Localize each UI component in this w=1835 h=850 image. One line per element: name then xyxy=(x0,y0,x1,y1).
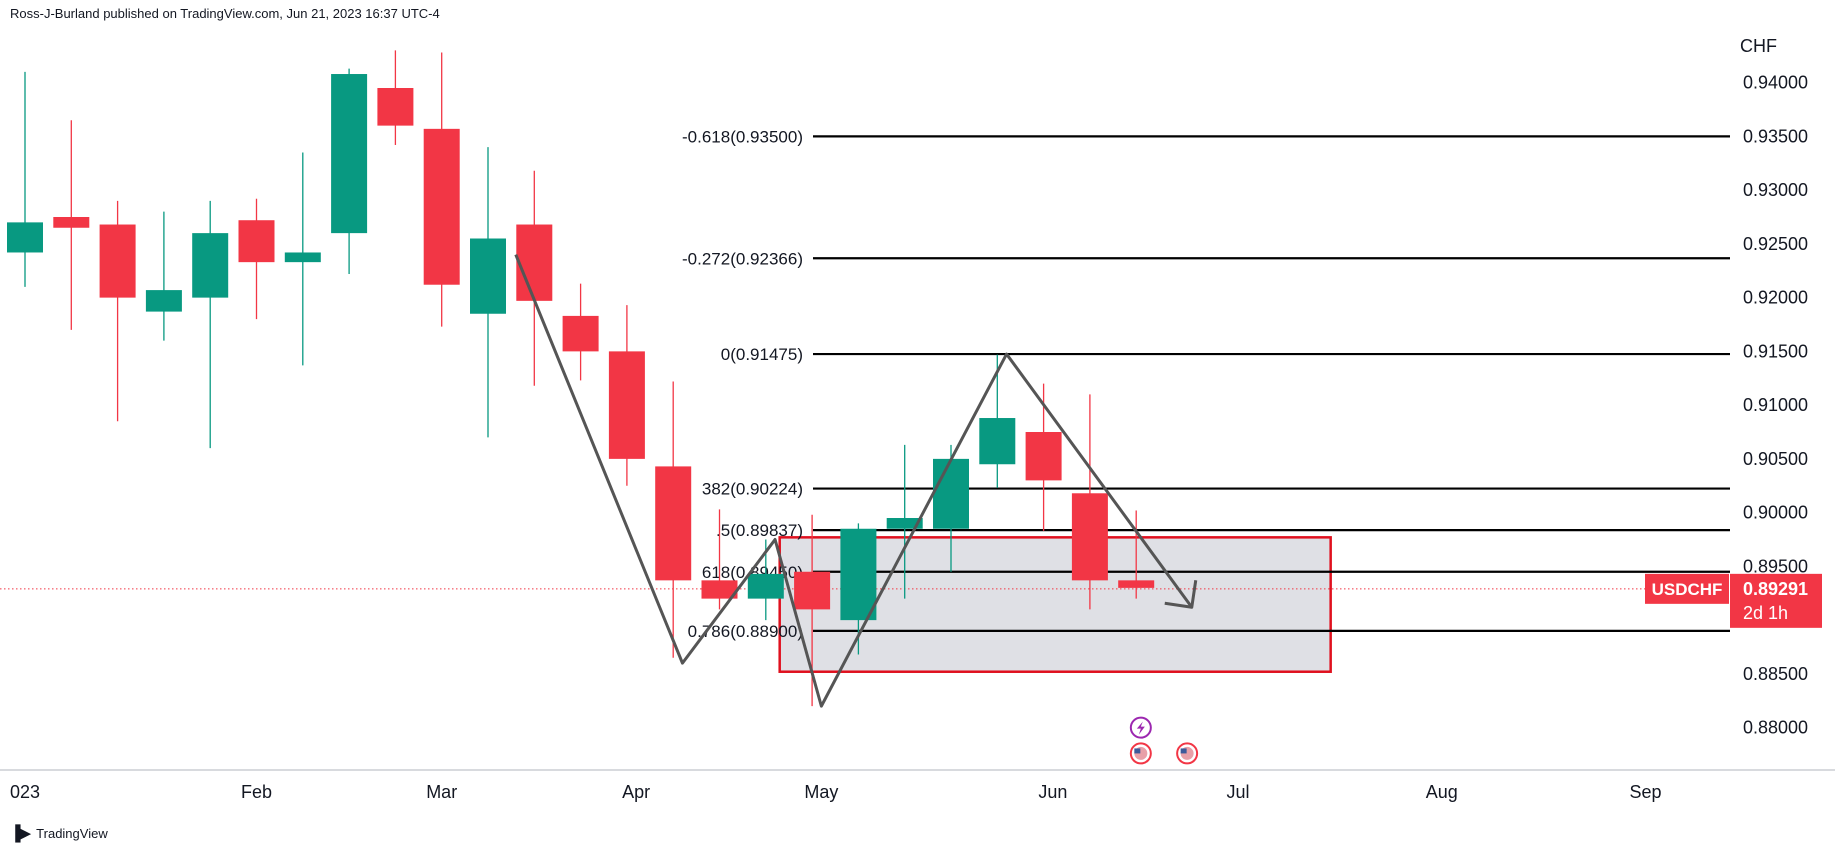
candle-body xyxy=(238,220,275,263)
candle-body xyxy=(331,74,368,234)
x-tick-label: Apr xyxy=(622,782,650,802)
fib-label: 0.786(0.88900) xyxy=(688,622,803,641)
candle-body xyxy=(1118,580,1155,588)
candle-body xyxy=(886,518,923,529)
symbol-tag-label: USDCHF xyxy=(1652,580,1723,599)
x-tick-label: Jul xyxy=(1227,782,1250,802)
candle-body xyxy=(701,580,738,599)
candle-body xyxy=(794,571,831,610)
candle-body xyxy=(99,224,136,298)
us-flag-canton xyxy=(1180,748,1187,754)
candle-body xyxy=(470,238,506,314)
candle-body xyxy=(562,315,599,352)
candle-body xyxy=(933,458,969,529)
y-tick-label: 0.88000 xyxy=(1743,718,1808,738)
us-flag-canton xyxy=(1134,748,1141,754)
fib-label: -0.618(0.93500) xyxy=(682,127,803,146)
fib-label: 382(0.90224) xyxy=(702,480,803,499)
candle-body xyxy=(284,252,321,263)
price-tag-countdown: 2d 1h xyxy=(1743,603,1788,623)
y-tick-label: 0.88500 xyxy=(1743,664,1808,684)
y-tick-label: 0.93000 xyxy=(1743,180,1808,200)
x-tick-label: Jun xyxy=(1038,782,1067,802)
fib-label: 0(0.91475) xyxy=(721,345,803,364)
y-tick-label: 0.92000 xyxy=(1743,288,1808,308)
candle-body xyxy=(608,351,645,459)
y-tick-label: 0.92500 xyxy=(1743,234,1808,254)
candle-body xyxy=(1025,432,1062,481)
candle-body xyxy=(979,418,1016,465)
y-tick-label: 0.89500 xyxy=(1743,556,1808,576)
price-tag xyxy=(1730,573,1822,628)
price-path xyxy=(514,254,1193,708)
footer-brand-text: TradingView xyxy=(36,825,108,841)
y-tick-label: 0.94000 xyxy=(1743,73,1808,93)
candle-body xyxy=(7,222,43,253)
y-tick-label: 0.91000 xyxy=(1743,395,1808,415)
path-arrowhead xyxy=(1164,580,1198,609)
candle-body xyxy=(192,233,229,298)
tradingview-logo-icon: ▐▶ xyxy=(10,825,31,842)
footer-brand: ▐▶ TradingView xyxy=(10,824,108,842)
fib-label: -0.272(0.92366) xyxy=(682,249,803,268)
x-tick-label: May xyxy=(804,782,838,802)
price-tag-value: 0.89291 xyxy=(1743,579,1808,599)
candle-body xyxy=(53,217,90,228)
x-tick-label: Feb xyxy=(241,782,272,802)
currency-label: CHF xyxy=(1740,36,1777,56)
x-tick-label: Sep xyxy=(1629,782,1661,802)
candle-body xyxy=(1071,493,1108,581)
y-tick-label: 0.90500 xyxy=(1743,449,1808,469)
y-tick-label: 0.91500 xyxy=(1743,341,1808,361)
candle-body xyxy=(840,528,877,621)
candle-body xyxy=(145,290,182,312)
lightning-glyph xyxy=(1136,721,1145,735)
publisher-caption: Ross-J-Burland published on TradingView.… xyxy=(10,6,440,21)
candle-body xyxy=(423,128,460,285)
symbol-tag xyxy=(1645,573,1729,604)
x-tick-label: Aug xyxy=(1426,782,1458,802)
y-tick-label: 0.90000 xyxy=(1743,503,1808,523)
candle-body xyxy=(377,88,414,126)
candle-body xyxy=(516,224,553,301)
x-tick-label: Mar xyxy=(426,782,457,802)
x-tick-label: 023 xyxy=(10,782,40,802)
y-tick-label: 0.93500 xyxy=(1743,126,1808,146)
candle-body xyxy=(747,573,784,599)
fib-label: .5(0.89837) xyxy=(716,521,803,540)
candle-body xyxy=(655,466,692,581)
